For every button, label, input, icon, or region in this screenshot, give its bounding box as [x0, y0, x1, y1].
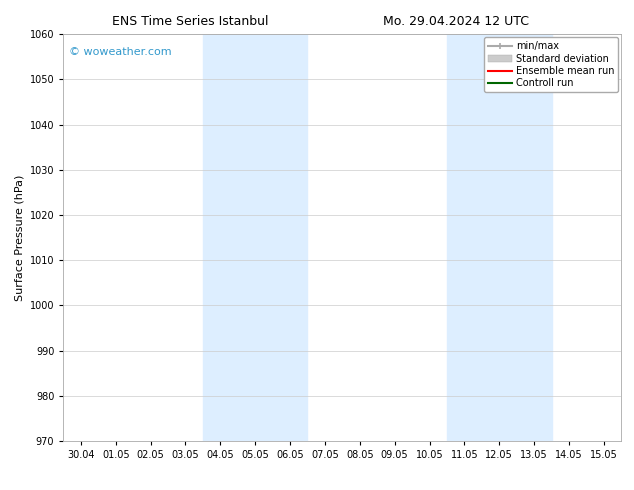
Y-axis label: Surface Pressure (hPa): Surface Pressure (hPa) [14, 174, 24, 301]
Bar [203, 34, 307, 441]
Legend: min/max, Standard deviation, Ensemble mean run, Controll run: min/max, Standard deviation, Ensemble me… [484, 37, 618, 92]
Bar [447, 34, 552, 441]
Text: © woweather.com: © woweather.com [69, 47, 172, 56]
Text: Mo. 29.04.2024 12 UTC: Mo. 29.04.2024 12 UTC [384, 15, 529, 28]
Text: ENS Time Series Istanbul: ENS Time Series Istanbul [112, 15, 268, 28]
